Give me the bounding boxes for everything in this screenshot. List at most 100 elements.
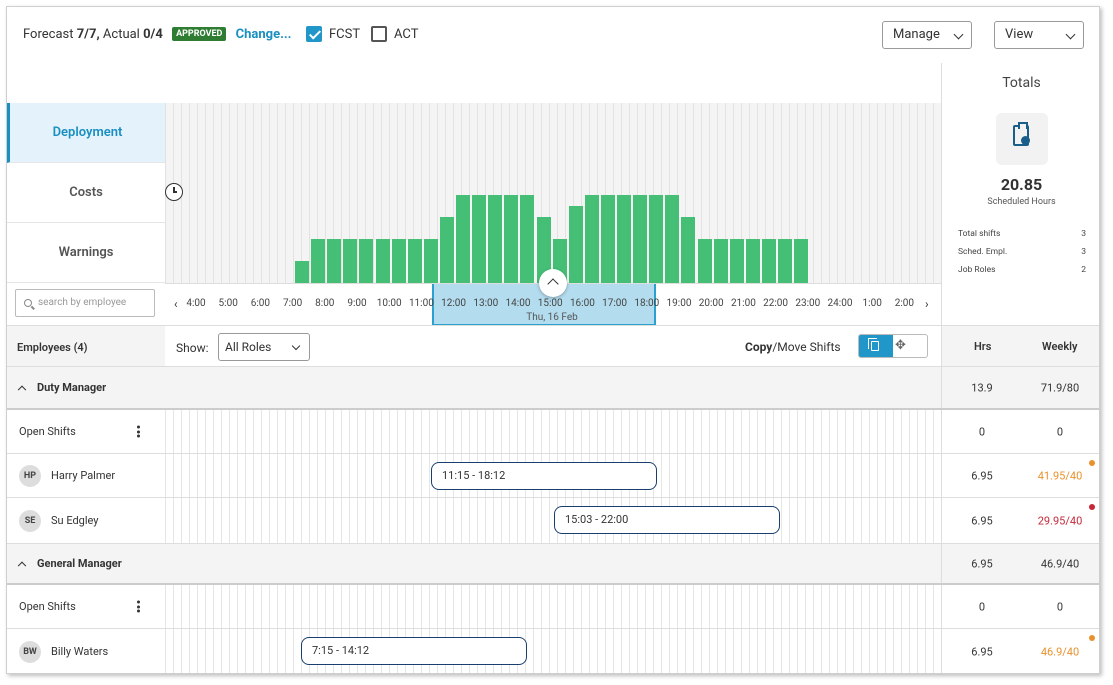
chart-bar xyxy=(761,239,776,283)
show-label: Show: xyxy=(176,341,209,355)
fcst-label: FCST xyxy=(329,27,361,42)
view-dropdown[interactable]: View xyxy=(994,21,1084,49)
employee-name[interactable]: Billy Waters xyxy=(51,645,109,658)
chart-bar xyxy=(697,239,712,283)
chevron-down-icon xyxy=(291,341,301,351)
chart-bar xyxy=(649,195,664,283)
timeline-tick: 18:00 xyxy=(634,298,660,309)
chart-bar xyxy=(311,239,326,283)
chart-bar xyxy=(295,261,309,283)
timeline-tick: 14:00 xyxy=(505,298,531,309)
chevron-up-icon[interactable] xyxy=(17,385,27,394)
employee-name[interactable]: Harry Palmer xyxy=(51,469,116,482)
chevron-right-icon[interactable]: › xyxy=(925,297,929,311)
timeline-date: Thu, 16 Feb xyxy=(526,312,578,323)
hours-value: 13.9 xyxy=(971,381,993,394)
scheduled-hours-value: 20.85 xyxy=(1000,175,1043,194)
act-checkbox[interactable] xyxy=(371,26,387,42)
roles-label: All Roles xyxy=(225,340,272,354)
chevron-up-icon[interactable] xyxy=(539,269,567,297)
chart-bar xyxy=(343,239,358,283)
timeline[interactable]: ‹ › 4:00 5:00 6:00 7:00 8:00 9:00 10:00 11:00 12… xyxy=(165,269,941,326)
avatar: HP xyxy=(19,464,41,487)
chart-bar xyxy=(681,217,696,283)
timeline-tick: 24:00 xyxy=(827,298,853,309)
copy-icon[interactable] xyxy=(859,335,893,357)
chart-bar xyxy=(665,195,680,283)
hours-header: Hrs Weekly xyxy=(941,326,1099,366)
timeline-tick: 9:00 xyxy=(347,298,367,309)
chevron-up-icon[interactable] xyxy=(17,561,27,570)
timeline-tick: 10:00 xyxy=(376,298,402,309)
grid-header: Employees (4) Show: All Roles Copy/Move … xyxy=(7,325,1099,367)
timeline-tick: 23:00 xyxy=(795,298,821,309)
timeline-tick: 4:00 xyxy=(186,298,206,309)
manage-label: Manage xyxy=(893,27,940,42)
clipboard-clock-icon xyxy=(996,113,1048,165)
employees-count: Employees (4) xyxy=(7,326,165,366)
stat-total-shifts: Total shifts 3 xyxy=(958,229,1086,239)
forecast-label: Forecast xyxy=(23,27,74,42)
shift-block[interactable]: 15:03 - 22:00 xyxy=(554,506,780,534)
weekly-value: 46.9/40 xyxy=(1040,557,1080,570)
clock-icon[interactable] xyxy=(165,183,183,201)
nav-deployment[interactable]: Deployment xyxy=(7,103,165,163)
scheduled-hours-label: Scheduled Hours xyxy=(987,197,1056,207)
timeline-tick: 15:00 xyxy=(537,298,563,309)
chart-bar xyxy=(617,195,631,283)
open-shifts-row: Open Shifts 0 0 xyxy=(7,410,1099,454)
actual-value: 0/4 xyxy=(143,27,163,42)
copy-move-toggle[interactable]: ✥ xyxy=(858,334,928,358)
move-icon[interactable]: ✥ xyxy=(895,338,906,353)
deployment-chart xyxy=(165,103,941,283)
copy-move-label: Copy/Move Shifts xyxy=(745,340,841,354)
change-link[interactable]: Change... xyxy=(235,27,292,42)
left-nav: Deployment Costs Warnings xyxy=(7,103,165,283)
roles-dropdown[interactable]: All Roles xyxy=(218,333,310,361)
timeline-tick: 19:00 xyxy=(666,298,692,309)
hrs-header: Hrs xyxy=(974,340,992,353)
timeline-tick: 13:00 xyxy=(473,298,499,309)
hours-value: 6.95 xyxy=(971,469,993,482)
scheduler-window: Forecast 7/7, Actual 0/4 APPROVED Change… xyxy=(6,6,1100,674)
search-icon xyxy=(24,299,32,307)
weekly-value: 46.9/40 xyxy=(1040,645,1080,658)
avatar: BW xyxy=(19,640,41,663)
status-dot xyxy=(1089,635,1095,641)
nav-costs[interactable]: Costs xyxy=(7,163,165,223)
open-shifts-label: Open Shifts xyxy=(19,600,76,613)
manage-dropdown[interactable]: Manage xyxy=(882,21,972,49)
chart-bar xyxy=(439,217,454,283)
act-label: ACT xyxy=(394,27,419,42)
weekly-header: Weekly xyxy=(1042,340,1078,353)
shift-block[interactable]: 7:15 - 14:12 xyxy=(301,637,527,665)
nav-warnings[interactable]: Warnings xyxy=(7,223,165,283)
timeline-tick: 2:00 xyxy=(894,298,915,309)
chart-bar xyxy=(729,239,744,283)
chart-bar xyxy=(359,239,374,283)
chart-bar xyxy=(488,195,503,283)
chart-bar xyxy=(407,239,422,283)
more-options-icon[interactable] xyxy=(137,599,141,614)
shift-block[interactable]: 11:15 - 18:12 xyxy=(431,462,657,490)
status-dot xyxy=(1089,460,1095,466)
group-name: Duty Manager xyxy=(37,381,107,394)
chevron-left-icon[interactable]: ‹ xyxy=(174,297,178,311)
chart-bar xyxy=(633,195,648,283)
employee-name[interactable]: Su Edgley xyxy=(51,514,99,527)
more-options-icon[interactable] xyxy=(137,424,141,439)
timeline-tick: 5:00 xyxy=(218,298,238,309)
search-input[interactable]: search by employee xyxy=(15,289,155,317)
stat-job-roles: Job Roles 2 xyxy=(958,265,1086,275)
view-label: View xyxy=(1005,27,1034,42)
group-row: General Manager 6.95 46.9/40 xyxy=(7,544,1099,585)
chart-bar xyxy=(456,195,470,283)
chart-bar xyxy=(778,239,792,283)
chart-bar xyxy=(713,239,728,283)
chart-bar xyxy=(391,239,406,283)
chart-bar xyxy=(327,239,342,283)
hours-value: 0 xyxy=(978,600,986,613)
avatar: SE xyxy=(19,509,41,532)
approved-badge: APPROVED xyxy=(172,26,227,41)
fcst-checkbox[interactable] xyxy=(306,26,322,42)
